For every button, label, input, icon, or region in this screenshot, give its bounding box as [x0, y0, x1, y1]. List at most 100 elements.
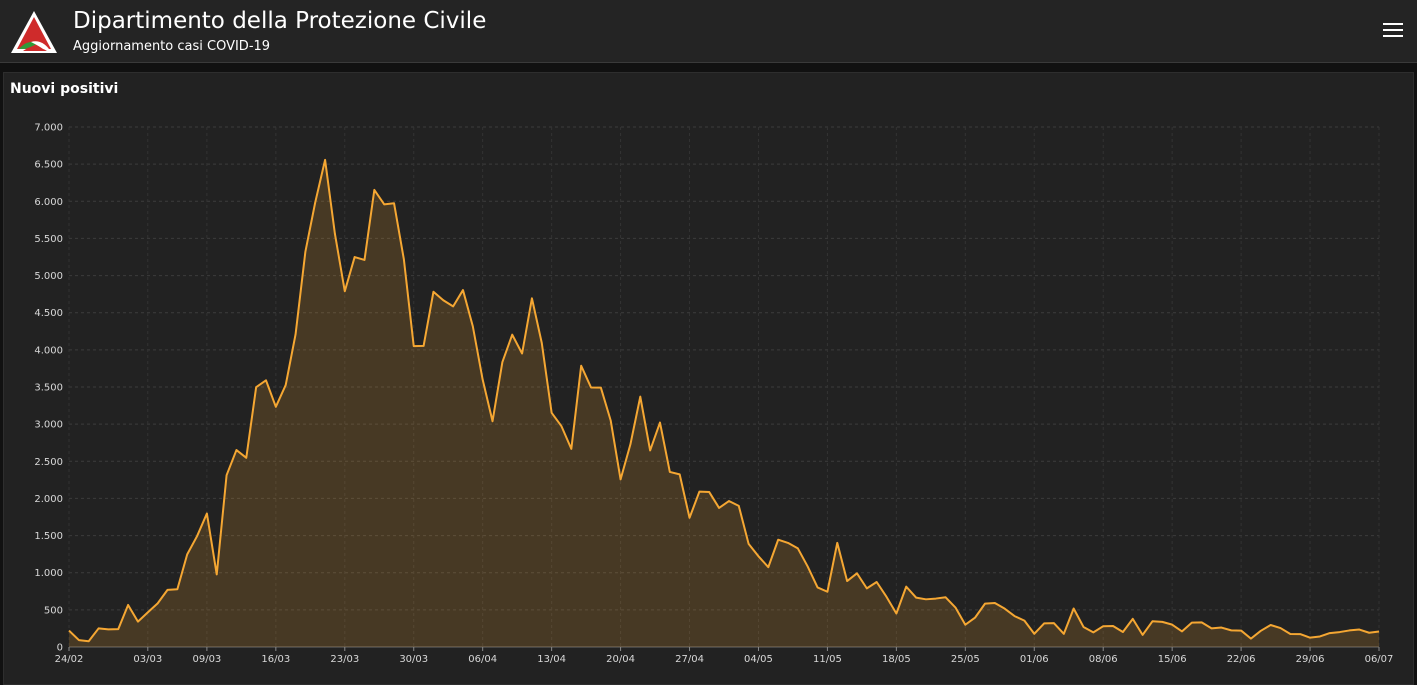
data-point: [314, 201, 316, 203]
data-point: [1073, 608, 1075, 610]
data-point: [964, 624, 966, 626]
data-point: [1348, 629, 1350, 631]
data-point: [826, 591, 828, 593]
data-point: [698, 491, 700, 493]
data-point: [176, 588, 178, 590]
data-point: [846, 580, 848, 582]
data-point: [1132, 618, 1134, 620]
data-point: [777, 539, 779, 541]
data-point: [551, 412, 553, 414]
chart-title: Nuovi positivi: [10, 81, 119, 97]
x-tick-label: 08/06: [1089, 654, 1118, 665]
data-point: [1122, 631, 1124, 633]
data-point: [876, 581, 878, 583]
y-tick-label: 5.000: [34, 271, 63, 282]
y-tick-label: 4.000: [34, 345, 63, 356]
data-point: [442, 299, 444, 301]
data-point: [856, 572, 858, 574]
data-point: [541, 342, 543, 344]
data-point: [1181, 630, 1183, 632]
data-point: [570, 448, 572, 450]
data-point: [1142, 634, 1144, 636]
data-point: [1023, 620, 1025, 622]
data-point: [1319, 635, 1321, 637]
data-point: [1102, 625, 1104, 627]
x-tick-label: 06/07: [1365, 654, 1394, 665]
data-point: [117, 628, 119, 630]
data-point: [974, 617, 976, 619]
data-point: [383, 203, 385, 205]
data-point: [1004, 608, 1006, 610]
data-point: [403, 258, 405, 260]
data-point: [186, 553, 188, 555]
data-point: [1201, 621, 1203, 623]
y-tick-label: 5.500: [34, 234, 63, 245]
data-point: [166, 589, 168, 591]
data-point: [984, 603, 986, 605]
data-point: [521, 352, 523, 354]
data-point: [235, 449, 237, 451]
y-tick-label: 7.000: [34, 123, 63, 134]
data-point: [137, 621, 139, 623]
data-point: [1378, 631, 1380, 633]
app-header: Dipartimento della Protezione Civile Agg…: [0, 0, 1417, 63]
app-subtitle: Aggiornamento casi COVID-19: [73, 39, 271, 54]
data-point: [580, 365, 582, 367]
data-point: [1191, 622, 1193, 624]
data-point: [1289, 633, 1291, 635]
data-point: [78, 639, 80, 641]
data-point: [1270, 624, 1272, 626]
data-point: [482, 379, 484, 381]
x-tick-label: 16/03: [261, 654, 290, 665]
data-point: [560, 425, 562, 427]
data-point: [275, 406, 277, 408]
data-point: [738, 505, 740, 507]
data-point: [994, 602, 996, 604]
data-point: [206, 513, 208, 515]
y-tick-label: 3.500: [34, 383, 63, 394]
data-point: [452, 305, 454, 307]
data-point: [1063, 633, 1065, 635]
x-tick-label: 30/03: [399, 654, 428, 665]
y-tick-label: 6.500: [34, 160, 63, 171]
data-point: [649, 449, 651, 451]
data-point: [679, 473, 681, 475]
data-point: [1240, 630, 1242, 632]
data-point: [157, 602, 159, 604]
data-point: [866, 587, 868, 589]
data-point: [620, 478, 622, 480]
data-point: [1083, 626, 1085, 628]
data-point: [1329, 632, 1331, 634]
data-point: [492, 420, 494, 422]
data-point: [915, 597, 917, 599]
data-point: [639, 396, 641, 398]
chart-panel: 0 500 1.000 1.500 2.000 2.500 3.000 3.500 4.000 4…: [3, 72, 1414, 685]
x-tick-label: 11/05: [813, 654, 842, 665]
data-point: [147, 611, 149, 613]
data-point: [472, 325, 474, 327]
data-point: [1112, 625, 1114, 627]
data-point: [354, 256, 356, 258]
data-point: [363, 259, 365, 261]
x-tick-label: 25/05: [951, 654, 980, 665]
y-tick-label: 0: [57, 643, 63, 654]
data-point: [373, 189, 375, 191]
data-point: [787, 542, 789, 544]
data-point: [629, 443, 631, 445]
x-tick-label: 23/03: [330, 654, 359, 665]
data-point: [1151, 620, 1153, 622]
hamburger-menu-icon[interactable]: [1383, 21, 1403, 39]
data-point: [432, 291, 434, 293]
data-point: [304, 251, 306, 253]
x-tick-label: 22/06: [1227, 654, 1256, 665]
data-point: [1033, 633, 1035, 635]
data-point: [1358, 629, 1360, 631]
x-tick-label: 20/04: [606, 654, 635, 665]
data-point: [107, 628, 109, 630]
data-point: [748, 543, 750, 545]
x-tick-label: 06/04: [468, 654, 497, 665]
series-area: [69, 159, 1379, 647]
data-point: [265, 379, 267, 381]
data-point: [1161, 621, 1163, 623]
data-point: [1280, 627, 1282, 629]
